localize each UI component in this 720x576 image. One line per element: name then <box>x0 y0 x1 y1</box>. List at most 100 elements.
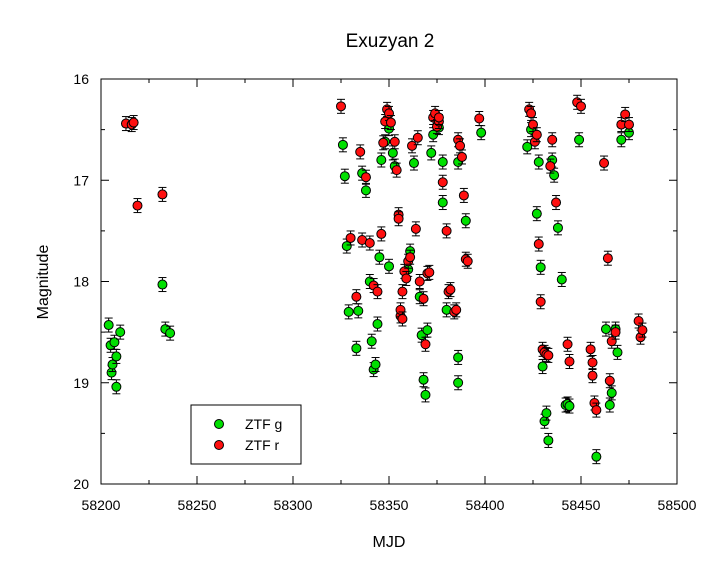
data-point-ztf-g <box>453 349 464 365</box>
data-point-ztf-r <box>599 155 610 171</box>
data-point-ztf-r <box>551 195 562 211</box>
data-point-ztf-r <box>351 289 362 305</box>
data-point-ztf-g <box>552 220 563 236</box>
point-marker-ztf-g <box>422 325 433 336</box>
point-marker-ztf-r <box>336 101 346 112</box>
data-point-ztf-g <box>460 213 471 229</box>
data-point-ztf-r <box>610 324 621 340</box>
data-point-ztf-r <box>445 282 456 298</box>
data-point-ztf-r <box>360 169 371 185</box>
point-marker-ztf-g <box>387 147 398 158</box>
data-point-ztf-g <box>591 449 602 465</box>
point-marker-ztf-r <box>602 253 613 264</box>
x-tick-label: 58200 <box>82 497 121 513</box>
point-marker-ztf-r <box>128 117 139 128</box>
data-point-ztf-g <box>157 277 168 293</box>
data-point-ztf-g <box>376 152 387 168</box>
chart-title: Exuzyan 2 <box>346 31 435 52</box>
point-marker-ztf-r <box>637 325 648 336</box>
data-point-ztf-g <box>420 387 431 403</box>
data-point-ztf-r <box>535 294 546 310</box>
data-point-ztf-r <box>372 284 383 300</box>
data-points <box>103 94 648 465</box>
data-point-ztf-r <box>458 187 469 203</box>
point-marker-ztf-g <box>337 139 348 150</box>
point-marker-ztf-r <box>606 336 617 347</box>
point-marker-ztf-r <box>424 267 435 278</box>
point-marker-ztf-r <box>401 273 412 284</box>
data-point-ztf-r <box>410 221 421 237</box>
point-marker-ztf-r <box>433 112 444 123</box>
point-marker-ztf-r <box>376 228 387 239</box>
legend-marker-ztf-r <box>214 440 224 450</box>
point-marker-ztf-g <box>376 155 387 165</box>
point-marker-ztf-g <box>353 305 364 316</box>
data-point-ztf-r <box>393 211 404 227</box>
point-marker-ztf-r <box>420 339 431 350</box>
point-marker-ztf-r <box>551 197 562 208</box>
data-point-ztf-r <box>132 198 143 214</box>
point-marker-ztf-r <box>624 119 634 130</box>
data-point-ztf-g <box>437 154 448 170</box>
point-marker-ztf-r <box>456 151 467 162</box>
data-point-ztf-g <box>535 259 546 275</box>
point-marker-ztf-g <box>533 157 544 168</box>
point-marker-ztf-g <box>384 261 394 272</box>
data-point-ztf-g <box>408 155 419 171</box>
point-marker-ztf-r <box>437 177 448 188</box>
point-marker-ztf-r <box>132 200 143 211</box>
point-marker-ztf-g <box>408 158 419 169</box>
data-point-ztf-g <box>343 304 354 320</box>
point-marker-ztf-r <box>389 136 400 147</box>
data-point-ztf-r <box>585 341 596 357</box>
legend-box <box>190 404 302 465</box>
data-point-ztf-r <box>433 109 444 125</box>
point-marker-ztf-g <box>604 400 615 411</box>
point-marker-ztf-r <box>564 356 575 367</box>
point-marker-ztf-r <box>414 276 425 287</box>
data-point-ztf-r <box>420 336 431 352</box>
point-marker-ztf-r <box>587 357 598 368</box>
data-point-ztf-r <box>437 174 448 190</box>
data-point-ztf-r <box>389 134 400 150</box>
point-marker-ztf-g <box>543 435 554 446</box>
data-point-ztf-r <box>462 253 473 269</box>
data-point-ztf-g <box>370 357 381 373</box>
point-marker-ztf-r <box>545 161 556 172</box>
point-marker-ztf-g <box>522 141 533 152</box>
x-tick-label: 58450 <box>562 497 601 513</box>
plot-frame <box>100 78 678 485</box>
data-point-ztf-g <box>339 168 350 184</box>
point-marker-ztf-g <box>341 241 352 252</box>
data-point-ztf-g <box>476 125 487 141</box>
x-tick-label: 58300 <box>274 497 313 513</box>
data-point-ztf-g <box>374 249 385 265</box>
data-point-ztf-r <box>405 249 416 265</box>
data-point-ztf-r <box>128 115 139 131</box>
point-marker-ztf-g <box>437 157 448 168</box>
point-marker-ztf-r <box>562 339 573 350</box>
point-marker-ztf-g <box>606 387 617 398</box>
data-point-ztf-g <box>543 432 554 448</box>
legend-marker-ztf-g <box>214 419 224 429</box>
data-point-ztf-g <box>616 132 627 148</box>
point-marker-ztf-g <box>460 215 471 226</box>
point-marker-ztf-r <box>531 129 542 140</box>
y-axis-label: Magnitude <box>35 245 52 320</box>
data-point-ztf-g <box>541 405 552 421</box>
point-marker-ztf-r <box>393 213 404 224</box>
point-marker-ztf-g <box>420 389 431 400</box>
data-point-ztf-g <box>426 145 437 161</box>
data-point-ztf-g <box>384 258 394 274</box>
data-point-ztf-r <box>576 98 586 114</box>
point-marker-ztf-g <box>111 381 122 392</box>
data-point-ztf-r <box>401 270 412 286</box>
point-marker-ztf-r <box>355 146 366 157</box>
data-point-ztf-g <box>418 372 429 388</box>
data-point-ztf-r <box>602 250 613 266</box>
data-point-ztf-g <box>111 379 122 395</box>
point-marker-ztf-r <box>526 108 537 119</box>
point-marker-ztf-r <box>412 132 423 143</box>
point-marker-ztf-g <box>418 374 429 385</box>
